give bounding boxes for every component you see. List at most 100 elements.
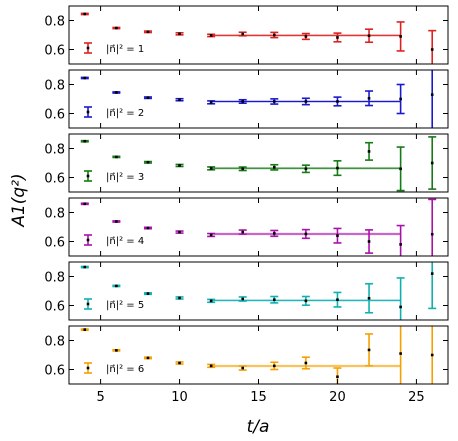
panel-6: 0.6 0.8 |n⃗|² = 6 5 10 15 20 25 [44, 325, 449, 405]
y-tick-label: 0.6 [44, 236, 65, 251]
point-marker [83, 139, 87, 143]
data-point [270, 361, 279, 371]
y-tick-label: 0.6 [44, 300, 65, 315]
data-point [301, 295, 310, 307]
point-marker [115, 284, 118, 288]
point-marker [272, 33, 276, 37]
y-tick-label: 0.8 [44, 271, 65, 286]
point-marker [367, 240, 371, 243]
y-tick-label: 0.8 [44, 207, 65, 222]
data-point [428, 136, 437, 190]
point-marker [146, 292, 150, 295]
legend: |n⃗|² = 2 [84, 106, 144, 119]
data-point [270, 229, 279, 238]
data-point [365, 141, 374, 161]
data-point [143, 356, 152, 360]
data-point [301, 32, 310, 41]
data-point [207, 100, 216, 105]
panel-frame [68, 133, 449, 193]
point-marker [367, 348, 371, 352]
point-marker [146, 226, 150, 230]
data-point [80, 328, 89, 332]
panel-content [80, 136, 437, 192]
point-marker [178, 98, 181, 102]
data-point [428, 198, 437, 256]
data-point [143, 160, 152, 164]
point-marker [178, 164, 181, 167]
panel-content [80, 198, 437, 256]
data-point [396, 146, 405, 192]
point-marker [115, 26, 118, 30]
legend: |n⃗|² = 5 [84, 298, 144, 311]
panel-frame [68, 197, 449, 257]
point-marker [336, 100, 339, 103]
point-marker [146, 356, 150, 360]
point-marker [399, 167, 402, 171]
panel-3: 0.6 0.8 |n⃗|² = 3 [44, 133, 449, 193]
point-marker [115, 91, 118, 94]
legend: |n⃗|² = 4 [84, 234, 144, 247]
data-point [301, 164, 310, 174]
point-marker [146, 30, 150, 34]
point-marker [304, 100, 308, 103]
data-point [301, 97, 310, 106]
data-point [80, 139, 89, 143]
data-point [428, 29, 437, 64]
legend-label: |n⃗|² = 1 [106, 44, 144, 55]
point-marker [241, 32, 245, 36]
point-marker [399, 243, 402, 246]
x-tick-label: 15 [250, 390, 267, 405]
legend-marker-dot [86, 110, 90, 114]
x-tick-label: 20 [329, 390, 346, 405]
panel-content [80, 262, 437, 320]
point-marker [209, 233, 213, 237]
point-marker [399, 35, 402, 38]
data-point [207, 166, 216, 171]
data-point [80, 76, 89, 80]
panels-group: 0.6 0.8 |n⃗|² = 1 0.6 0.8 |n⃗|² = 2 0.6 0.8 |n⃗|… [44, 5, 449, 405]
point-marker [209, 101, 213, 104]
point-marker [241, 297, 245, 301]
data-point [270, 98, 279, 105]
legend-marker-dot [86, 238, 90, 242]
panel-2: 0.6 0.8 |n⃗|² = 2 [44, 69, 449, 129]
point-marker [178, 361, 181, 365]
y-tick-label: 0.8 [44, 335, 65, 350]
point-marker [272, 166, 276, 169]
panel-frame [68, 69, 449, 129]
data-point [365, 90, 374, 107]
legend-label: |n⃗|² = 5 [106, 300, 144, 311]
data-point [365, 282, 374, 314]
point-marker [241, 167, 245, 171]
data-point [112, 284, 121, 288]
data-point [270, 163, 279, 171]
data-point [207, 33, 216, 38]
data-point [112, 26, 121, 30]
panel-content [80, 326, 434, 384]
point-marker [209, 364, 213, 368]
point-marker [430, 232, 434, 236]
data-point [399, 326, 402, 384]
point-marker [272, 232, 276, 235]
y-tick-label: 0.6 [44, 108, 65, 123]
data-point [270, 295, 279, 304]
point-marker [115, 220, 118, 223]
point-marker [430, 272, 434, 275]
data-point [175, 230, 184, 234]
point-marker [209, 34, 213, 37]
panel-content [80, 12, 437, 64]
point-marker [430, 353, 434, 357]
point-marker [83, 202, 87, 206]
point-marker [83, 76, 87, 80]
point-marker [336, 166, 339, 170]
point-marker [241, 100, 245, 103]
x-axis-title: t/a [247, 417, 270, 437]
data-point [333, 160, 342, 177]
y-tick-label: 0.8 [44, 79, 65, 94]
point-marker [83, 12, 87, 16]
data-point [238, 166, 247, 172]
point-marker [115, 155, 118, 159]
point-marker [304, 361, 308, 365]
data-point [238, 229, 247, 235]
data-point [396, 277, 405, 320]
